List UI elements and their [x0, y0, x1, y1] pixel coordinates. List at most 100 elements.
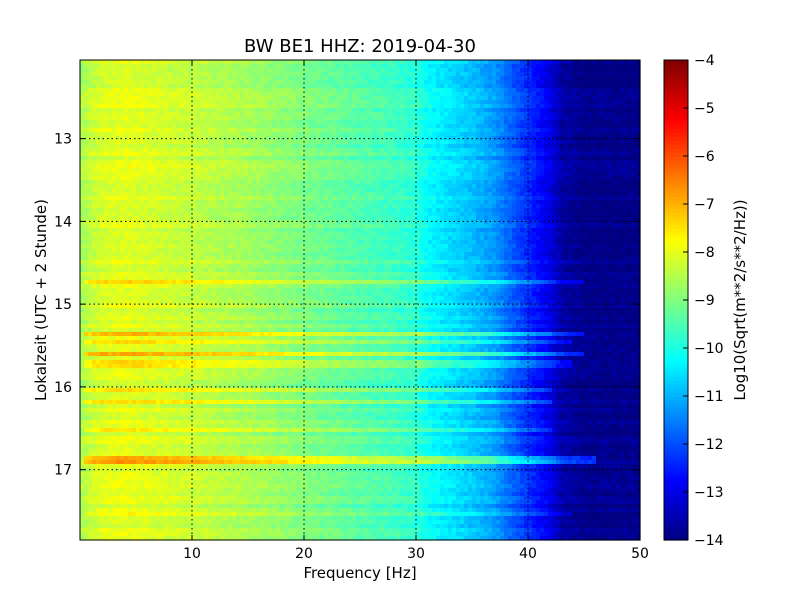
heatmap-cell [440, 60, 445, 65]
heatmap-cell [84, 196, 89, 201]
heatmap-cell [488, 112, 493, 117]
heatmap-cell [632, 164, 637, 169]
heatmap-cell [368, 76, 373, 81]
heatmap-cell [532, 68, 537, 73]
heatmap-cell [116, 168, 121, 173]
heatmap-cell [436, 144, 441, 149]
heatmap-cell [160, 200, 165, 205]
heatmap-cell [220, 180, 225, 185]
heatmap-cell [92, 84, 97, 89]
heatmap-cell [408, 176, 413, 181]
heatmap-cell [296, 116, 301, 121]
heatmap-cell [524, 80, 529, 85]
heatmap-cell [632, 196, 637, 201]
heatmap-cell [336, 164, 341, 169]
heatmap-cell [144, 176, 149, 181]
heatmap-cell [260, 108, 265, 113]
heatmap-cell [584, 92, 589, 97]
heatmap-cell [420, 68, 425, 73]
heatmap-cell [344, 156, 349, 161]
heatmap-cell [332, 156, 337, 161]
heatmap-cell [532, 64, 537, 69]
heatmap-cell [140, 116, 145, 121]
heatmap-cell [408, 136, 413, 141]
heatmap-cell [232, 72, 237, 77]
heatmap-cell [228, 96, 233, 101]
heatmap-cell [328, 140, 333, 145]
heatmap-cell [628, 140, 633, 145]
heatmap-cell [132, 168, 137, 173]
heatmap-cell [192, 180, 197, 185]
heatmap-cell [548, 196, 553, 201]
heatmap-cell [124, 92, 129, 97]
heatmap-cell [364, 160, 369, 165]
heatmap-cell [268, 172, 273, 177]
heatmap-cell [168, 172, 173, 177]
heatmap-cell [172, 144, 177, 149]
heatmap-cell [360, 184, 365, 189]
heatmap-cell [576, 172, 581, 177]
heatmap-cell [592, 84, 597, 89]
heatmap-cell [460, 120, 465, 125]
heatmap-cell [512, 192, 517, 197]
heatmap-cell [244, 60, 249, 65]
heatmap-cell [356, 96, 361, 101]
heatmap-cell [508, 164, 513, 169]
heatmap-cell [628, 112, 633, 117]
heatmap-cell [392, 96, 397, 101]
heatmap-cell [120, 144, 125, 149]
heatmap-cell [360, 84, 365, 89]
heatmap-cell [464, 184, 469, 189]
heatmap-cell [540, 88, 545, 93]
heatmap-cell [324, 188, 329, 193]
heatmap-cell [420, 140, 425, 145]
heatmap-cell [364, 172, 369, 177]
heatmap-cell [288, 156, 293, 161]
heatmap-cell [116, 200, 121, 205]
heatmap-cell [156, 76, 161, 81]
heatmap-cell [96, 140, 101, 145]
heatmap-cell [272, 88, 277, 93]
heatmap-cell [616, 64, 621, 69]
heatmap-cell [572, 148, 577, 153]
heatmap-cell [560, 148, 565, 153]
heatmap-cell [316, 88, 321, 93]
heatmap-cell [604, 60, 609, 65]
heatmap-cell [572, 144, 577, 149]
heatmap-cell [364, 60, 369, 65]
heatmap-cell [164, 148, 169, 153]
heatmap-cell [620, 180, 625, 185]
heatmap-cell [420, 188, 425, 193]
heatmap-cell [532, 180, 537, 185]
heatmap-cell [152, 100, 157, 105]
heatmap-cell [396, 156, 401, 161]
heatmap-cell [252, 84, 257, 89]
heatmap-cell [528, 132, 533, 137]
heatmap-cell [504, 88, 509, 93]
heatmap-cell [108, 80, 113, 85]
heatmap-cell [408, 140, 413, 145]
heatmap-cell [128, 96, 133, 101]
heatmap-cell [548, 132, 553, 137]
heatmap-cell [604, 132, 609, 137]
heatmap-cell [376, 184, 381, 189]
heatmap-cell [388, 76, 393, 81]
heatmap-cell [268, 80, 273, 85]
heatmap-cell [388, 200, 393, 205]
heatmap-cell [184, 172, 189, 177]
heatmap-cell [244, 156, 249, 161]
heatmap-cell [616, 112, 621, 117]
heatmap-cell [208, 88, 213, 93]
heatmap-cell [592, 96, 597, 101]
heatmap-cell [80, 196, 85, 201]
heatmap-cell [108, 124, 113, 129]
heatmap-cell [216, 140, 221, 145]
heatmap-cell [200, 192, 205, 197]
heatmap-cell [244, 148, 249, 153]
heatmap-cell [560, 112, 565, 117]
heatmap-cell [212, 176, 217, 181]
heatmap-cell [100, 88, 105, 93]
heatmap-cell [192, 84, 197, 89]
heatmap-cell [292, 68, 297, 73]
heatmap-cell [620, 160, 625, 165]
